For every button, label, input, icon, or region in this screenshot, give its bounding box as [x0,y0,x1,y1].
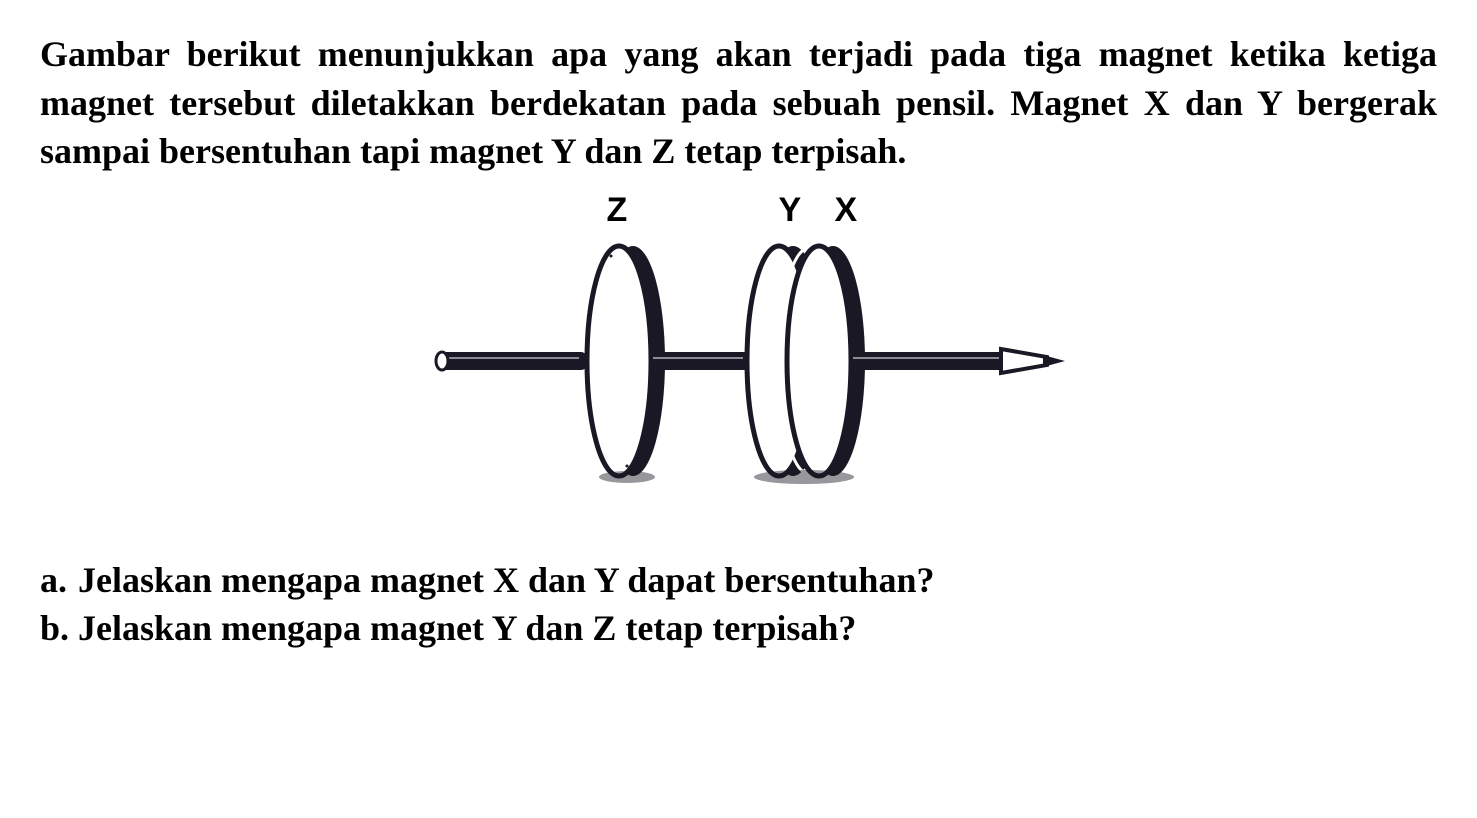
subquestion-b-letter: b. [40,604,78,653]
shadow-z [599,471,655,483]
shadow-xy [754,470,854,484]
label-x: X [835,191,858,230]
pencil-shaft-left [439,352,587,370]
subquestion-a: a. Jelaskan mengapa magnet X dan Y dapat… [40,556,1437,605]
pencil-tip-lead [1043,355,1065,367]
subquestion-b-text: Jelaskan mengapa magnet Y dan Z tetap te… [78,604,1437,653]
label-y: Y [779,191,802,230]
subquestion-a-text: Jelaskan mengapa magnet X dan Y dapat be… [78,556,1437,605]
diagram-svg [379,191,1099,531]
subquestion-a-letter: a. [40,556,78,605]
magnet-z-face [587,246,651,476]
pencil-shaft-right [849,352,1005,370]
magnet-x-face [787,246,851,476]
question-intro: Gambar berikut menunjukkan apa yang akan… [40,30,1437,176]
subquestion-b: b. Jelaskan mengapa magnet Y dan Z tetap… [40,604,1437,653]
diagram-container: Z Y X [40,191,1437,531]
pencil-shaft-middle [649,352,747,370]
subquestions: a. Jelaskan mengapa magnet X dan Y dapat… [40,556,1437,653]
pencil-tip-wood [1001,349,1047,373]
pencil-eraser [436,352,448,370]
label-z: Z [607,191,628,230]
magnet-pencil-diagram: Z Y X [379,191,1099,531]
